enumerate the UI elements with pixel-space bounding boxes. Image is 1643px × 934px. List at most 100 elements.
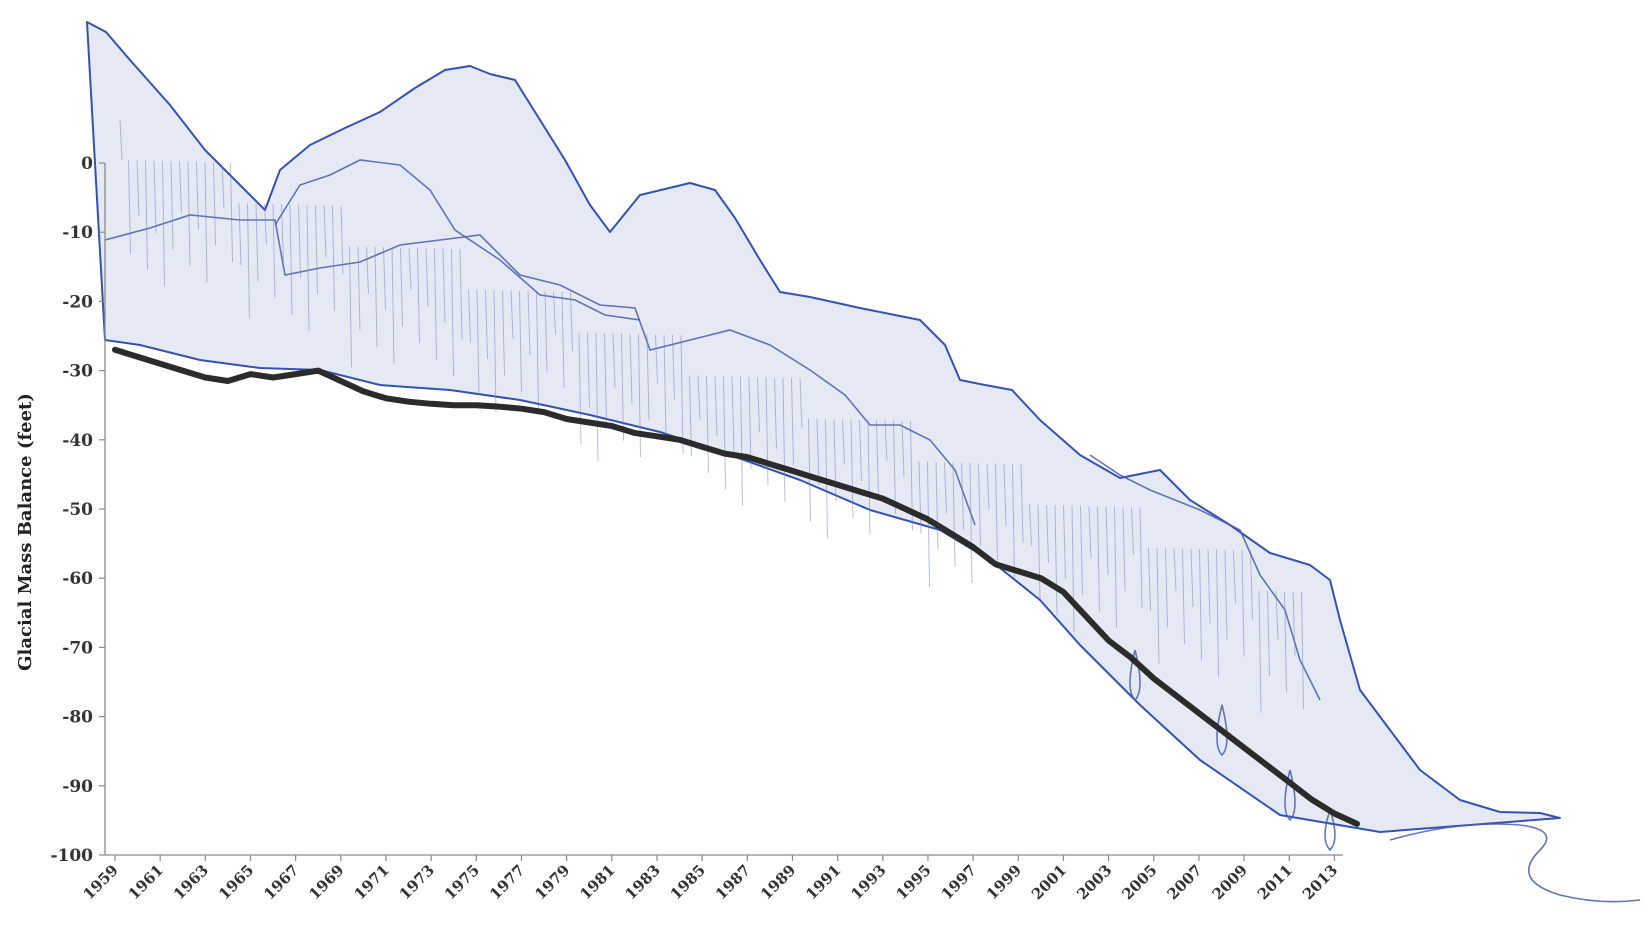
sketch-hatch-stroke [536, 291, 539, 409]
sketch-hatch-stroke [765, 377, 769, 486]
sketch-hatch-stroke [417, 248, 420, 344]
sketch-hatch-stroke [757, 377, 760, 433]
sketch-hatch-stroke [391, 247, 395, 364]
x-tick-label: 1965 [215, 861, 257, 903]
y-axis-title: Glacial Mass Balance (feet) [15, 393, 36, 671]
sketch-hatch-stroke [1233, 550, 1236, 604]
sketch-hatch-stroke [995, 463, 998, 563]
sketch-hatch-stroke [1080, 505, 1083, 596]
glacier-ridge-lower [104, 214, 976, 526]
sketch-hatch-stroke [570, 292, 573, 352]
sketch-hatch-stroke [706, 375, 709, 473]
sketch-hatch-stroke [1190, 548, 1194, 607]
sketch-hatch-stroke [1131, 507, 1134, 555]
sketch-hatch-stroke [1292, 591, 1296, 656]
sketch-hatch-stroke [383, 247, 386, 311]
series [112, 346, 1360, 827]
sketch-hatch-stroke [221, 162, 225, 209]
sketch-hatch-stroke [833, 419, 837, 502]
sketch-hatch-stroke [272, 204, 276, 299]
sketch-hatch-stroke [714, 376, 718, 437]
x-tick-label: 1961 [125, 861, 167, 903]
sketch-hatch-stroke [485, 289, 488, 359]
sketch-hatch-stroke [357, 246, 361, 331]
y-tick-label: -10 [62, 223, 93, 243]
sketch-hatch-stroke [655, 334, 658, 384]
sketch-hatch-stroke [1054, 505, 1058, 616]
x-tick-label: 2009 [1209, 861, 1251, 903]
x-tick-label: 1973 [396, 861, 438, 903]
meltwater-drop-3 [1284, 769, 1296, 822]
sketch-hatch-stroke [519, 290, 522, 392]
sketch-hatch-stroke [748, 377, 752, 470]
x-tick-label: 1987 [712, 861, 754, 903]
sketch-hatch-stroke [1020, 464, 1024, 543]
sketch-hatch-stroke [629, 333, 633, 404]
glacier-sketch-illustration [86, 21, 1641, 903]
sketch-hatch-stroke [468, 289, 471, 343]
sketch-hatch-stroke [867, 420, 871, 535]
sketch-hatch-stroke [578, 332, 582, 445]
x-tick-label: 1997 [938, 861, 980, 903]
sketch-hatching [119, 119, 1304, 713]
sketch-hatch-stroke [884, 420, 888, 461]
sketch-hatch-stroke [1284, 591, 1287, 693]
sketch-hatch-stroke [918, 461, 922, 534]
sketch-hatch-stroke [969, 462, 973, 584]
sketch-hatch-stroke [1250, 550, 1253, 620]
sketch-hatch-stroke [1071, 505, 1075, 632]
sketch-hatch-stroke [1199, 549, 1202, 661]
y-tick-label: -30 [62, 362, 93, 382]
sketch-hatch-stroke [502, 290, 505, 376]
sketch-hatch-stroke [927, 461, 930, 587]
x-axis-ticks: 1959 1961 1963 1965 1967 1969 1971 1973 1975 1977… [80, 855, 1341, 903]
sketch-hatch-stroke [842, 419, 845, 465]
sketch-hatch-stroke [1224, 549, 1228, 640]
sketch-hatch-stroke [1258, 590, 1262, 713]
meltwater-stream [1389, 823, 1641, 903]
sketch-hatch-stroke [1148, 547, 1151, 611]
x-tick-label: 1979 [531, 861, 573, 903]
sketch-hatch-stroke [731, 376, 735, 453]
sketch-hatch-stroke [1182, 548, 1185, 644]
sketch-hatch-stroke [612, 333, 616, 388]
x-tick-label: 1967 [260, 861, 302, 903]
sketch-hatch-stroke [587, 332, 590, 408]
sketch-hatch-stroke [315, 205, 318, 295]
sketch-hatch-stroke [374, 246, 378, 347]
sketch-hatch-stroke [1241, 550, 1245, 657]
x-tick-label: 1981 [576, 861, 618, 903]
sketch-hatch-stroke [434, 248, 437, 360]
sketch-hatch-stroke [425, 248, 429, 307]
x-tick-label: 1971 [351, 861, 393, 903]
sketch-hatch-stroke [876, 420, 879, 498]
y-tick-label: -100 [50, 846, 93, 866]
x-tick-label: 1963 [170, 861, 212, 903]
sketch-hatch-stroke [561, 291, 565, 388]
sketch-hatch-stroke [136, 160, 140, 217]
sketch-hatch-stroke [1105, 506, 1109, 575]
sketch-hatch-stroke [1046, 505, 1049, 563]
sketch-hatch-stroke [1173, 548, 1177, 591]
sketch-hatch-stroke [1029, 504, 1032, 546]
sketch-hatch-stroke [170, 161, 174, 250]
y-tick-label: -60 [62, 569, 93, 589]
sketch-hatch-stroke [1063, 505, 1066, 579]
sketch-hatch-stroke [408, 247, 412, 290]
sketch-hatch-stroke [442, 248, 446, 323]
sketch-hatch-stroke [1097, 506, 1100, 612]
x-tick-label: 1977 [486, 861, 528, 903]
sketch-hatch-stroke [782, 377, 786, 502]
sketch-hatch-stroke [204, 162, 208, 283]
sketch-hatch-stroke [1139, 507, 1143, 608]
sketch-hatch-stroke [255, 203, 259, 282]
sketch-hatch-stroke [1301, 591, 1304, 709]
sketch-hatch-stroke [986, 463, 990, 510]
meltwater-drop-4 [1324, 809, 1336, 852]
sketch-hatch-stroke [553, 291, 556, 335]
sketch-hatch-stroke [145, 160, 148, 270]
sketch-hatch-stroke [680, 335, 684, 454]
sketch-hatch-stroke [604, 333, 607, 425]
sketch-hatch-stroke [493, 290, 497, 413]
